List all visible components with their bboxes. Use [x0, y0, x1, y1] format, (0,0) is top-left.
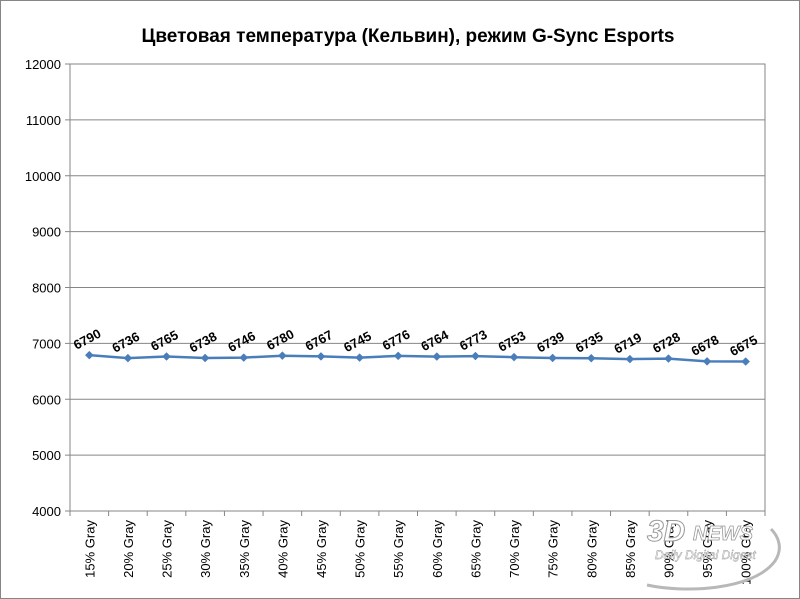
data-label: 6678: [689, 332, 722, 359]
x-tick-label: 45% Gray: [314, 520, 329, 578]
data-label: 6719: [611, 330, 644, 357]
x-tick-label: 25% Gray: [160, 520, 175, 578]
watermark-tagline: Daily Digital Digest: [655, 548, 756, 562]
data-point-marker: [355, 353, 364, 362]
data-point-marker: [84, 350, 94, 360]
data-label: 6736: [110, 329, 143, 356]
data-label: 6735: [573, 329, 606, 356]
data-point-marker: [548, 353, 557, 363]
x-tick-label: 90% Gray: [661, 520, 676, 578]
x-tick-label: 70% Gray: [507, 520, 522, 578]
y-tick-label: 7000: [32, 336, 61, 351]
data-label: 6780: [264, 326, 297, 353]
y-tick-label: 4000: [32, 504, 61, 519]
data-label: 6738: [187, 329, 220, 356]
data-point-marker: [702, 357, 712, 366]
x-tick-label: 30% Gray: [198, 520, 213, 578]
y-axis-ticks: 4000 5000 6000 7000 8000 9000 10000 11000 12000: [25, 57, 70, 519]
data-point-marker: [393, 351, 403, 361]
data-label: 6739: [534, 329, 567, 356]
series-line: [89, 353, 746, 363]
x-tick-label: 95% Gray: [700, 520, 715, 578]
x-tick-label: 15% Gray: [82, 520, 97, 578]
data-label: 6767: [303, 327, 336, 354]
data-point-marker: [123, 353, 133, 363]
y-tick-label: 5000: [32, 448, 61, 463]
x-tick-label: 40% Gray: [275, 520, 290, 578]
x-tick-label: 35% Gray: [237, 520, 252, 578]
data-label: 6753: [496, 328, 529, 355]
data-point-marker: [278, 351, 287, 361]
chart-title: Цветовая температура (Кельвин), режим G-…: [142, 26, 675, 47]
data-labels: 6790 6736 6765 6738 6746 6780 6767 6745 6776 6764…: [71, 326, 760, 359]
data-point-marker: [316, 352, 326, 361]
y-tick-label: 10000: [25, 169, 61, 184]
data-point-marker: [162, 352, 171, 361]
x-tick-label: 80% Gray: [584, 520, 599, 578]
data-point-marker: [200, 353, 210, 363]
data-label: 6776: [380, 327, 413, 354]
x-tick-label: 75% Gray: [546, 520, 561, 578]
data-label: 6773: [457, 327, 490, 354]
y-tick-label: 12000: [25, 57, 61, 72]
data-label: 6764: [418, 327, 451, 354]
data-label: 6790: [71, 326, 104, 353]
series-layer: [84, 350, 751, 366]
x-tick-label: 60% Gray: [430, 520, 445, 578]
y-tick-label: 9000: [32, 225, 61, 240]
x-axis-ticks: 15% Gray 20% Gray 25% Gray 30% Gray 35% Gray…: [69, 511, 766, 586]
y-tick-label: 6000: [32, 392, 61, 407]
watermark-brand: 3D: [647, 515, 685, 548]
3dnews-watermark-logo: 3D NEWS Daily Digital Digest: [647, 515, 781, 591]
data-label: 6675: [727, 332, 760, 359]
data-label: 6745: [341, 328, 374, 355]
x-tick-label: 20% Gray: [121, 520, 136, 578]
data-label: 6746: [225, 328, 258, 355]
data-point-marker: [586, 353, 596, 363]
data-label: 6765: [148, 327, 181, 354]
x-tick-label: 65% Gray: [468, 520, 483, 578]
x-tick-label: 100% Gray: [739, 520, 754, 586]
data-point-marker: [664, 354, 673, 363]
y-tick-label: 8000: [32, 281, 61, 296]
data-point-marker: [239, 353, 249, 362]
gridlines: [70, 63, 765, 512]
x-tick-label: 55% Gray: [391, 520, 406, 578]
data-point-marker: [509, 352, 519, 362]
data-point-marker: [471, 351, 480, 361]
data-point-marker: [741, 357, 751, 366]
data-point-marker: [432, 352, 442, 361]
x-tick-label: 85% Gray: [623, 520, 638, 578]
watermark-news: NEWS: [693, 523, 754, 545]
x-tick-label: 50% Gray: [353, 520, 368, 578]
y-tick-label: 11000: [26, 113, 61, 128]
data-label: 6728: [650, 329, 683, 356]
data-point-marker: [625, 354, 635, 364]
